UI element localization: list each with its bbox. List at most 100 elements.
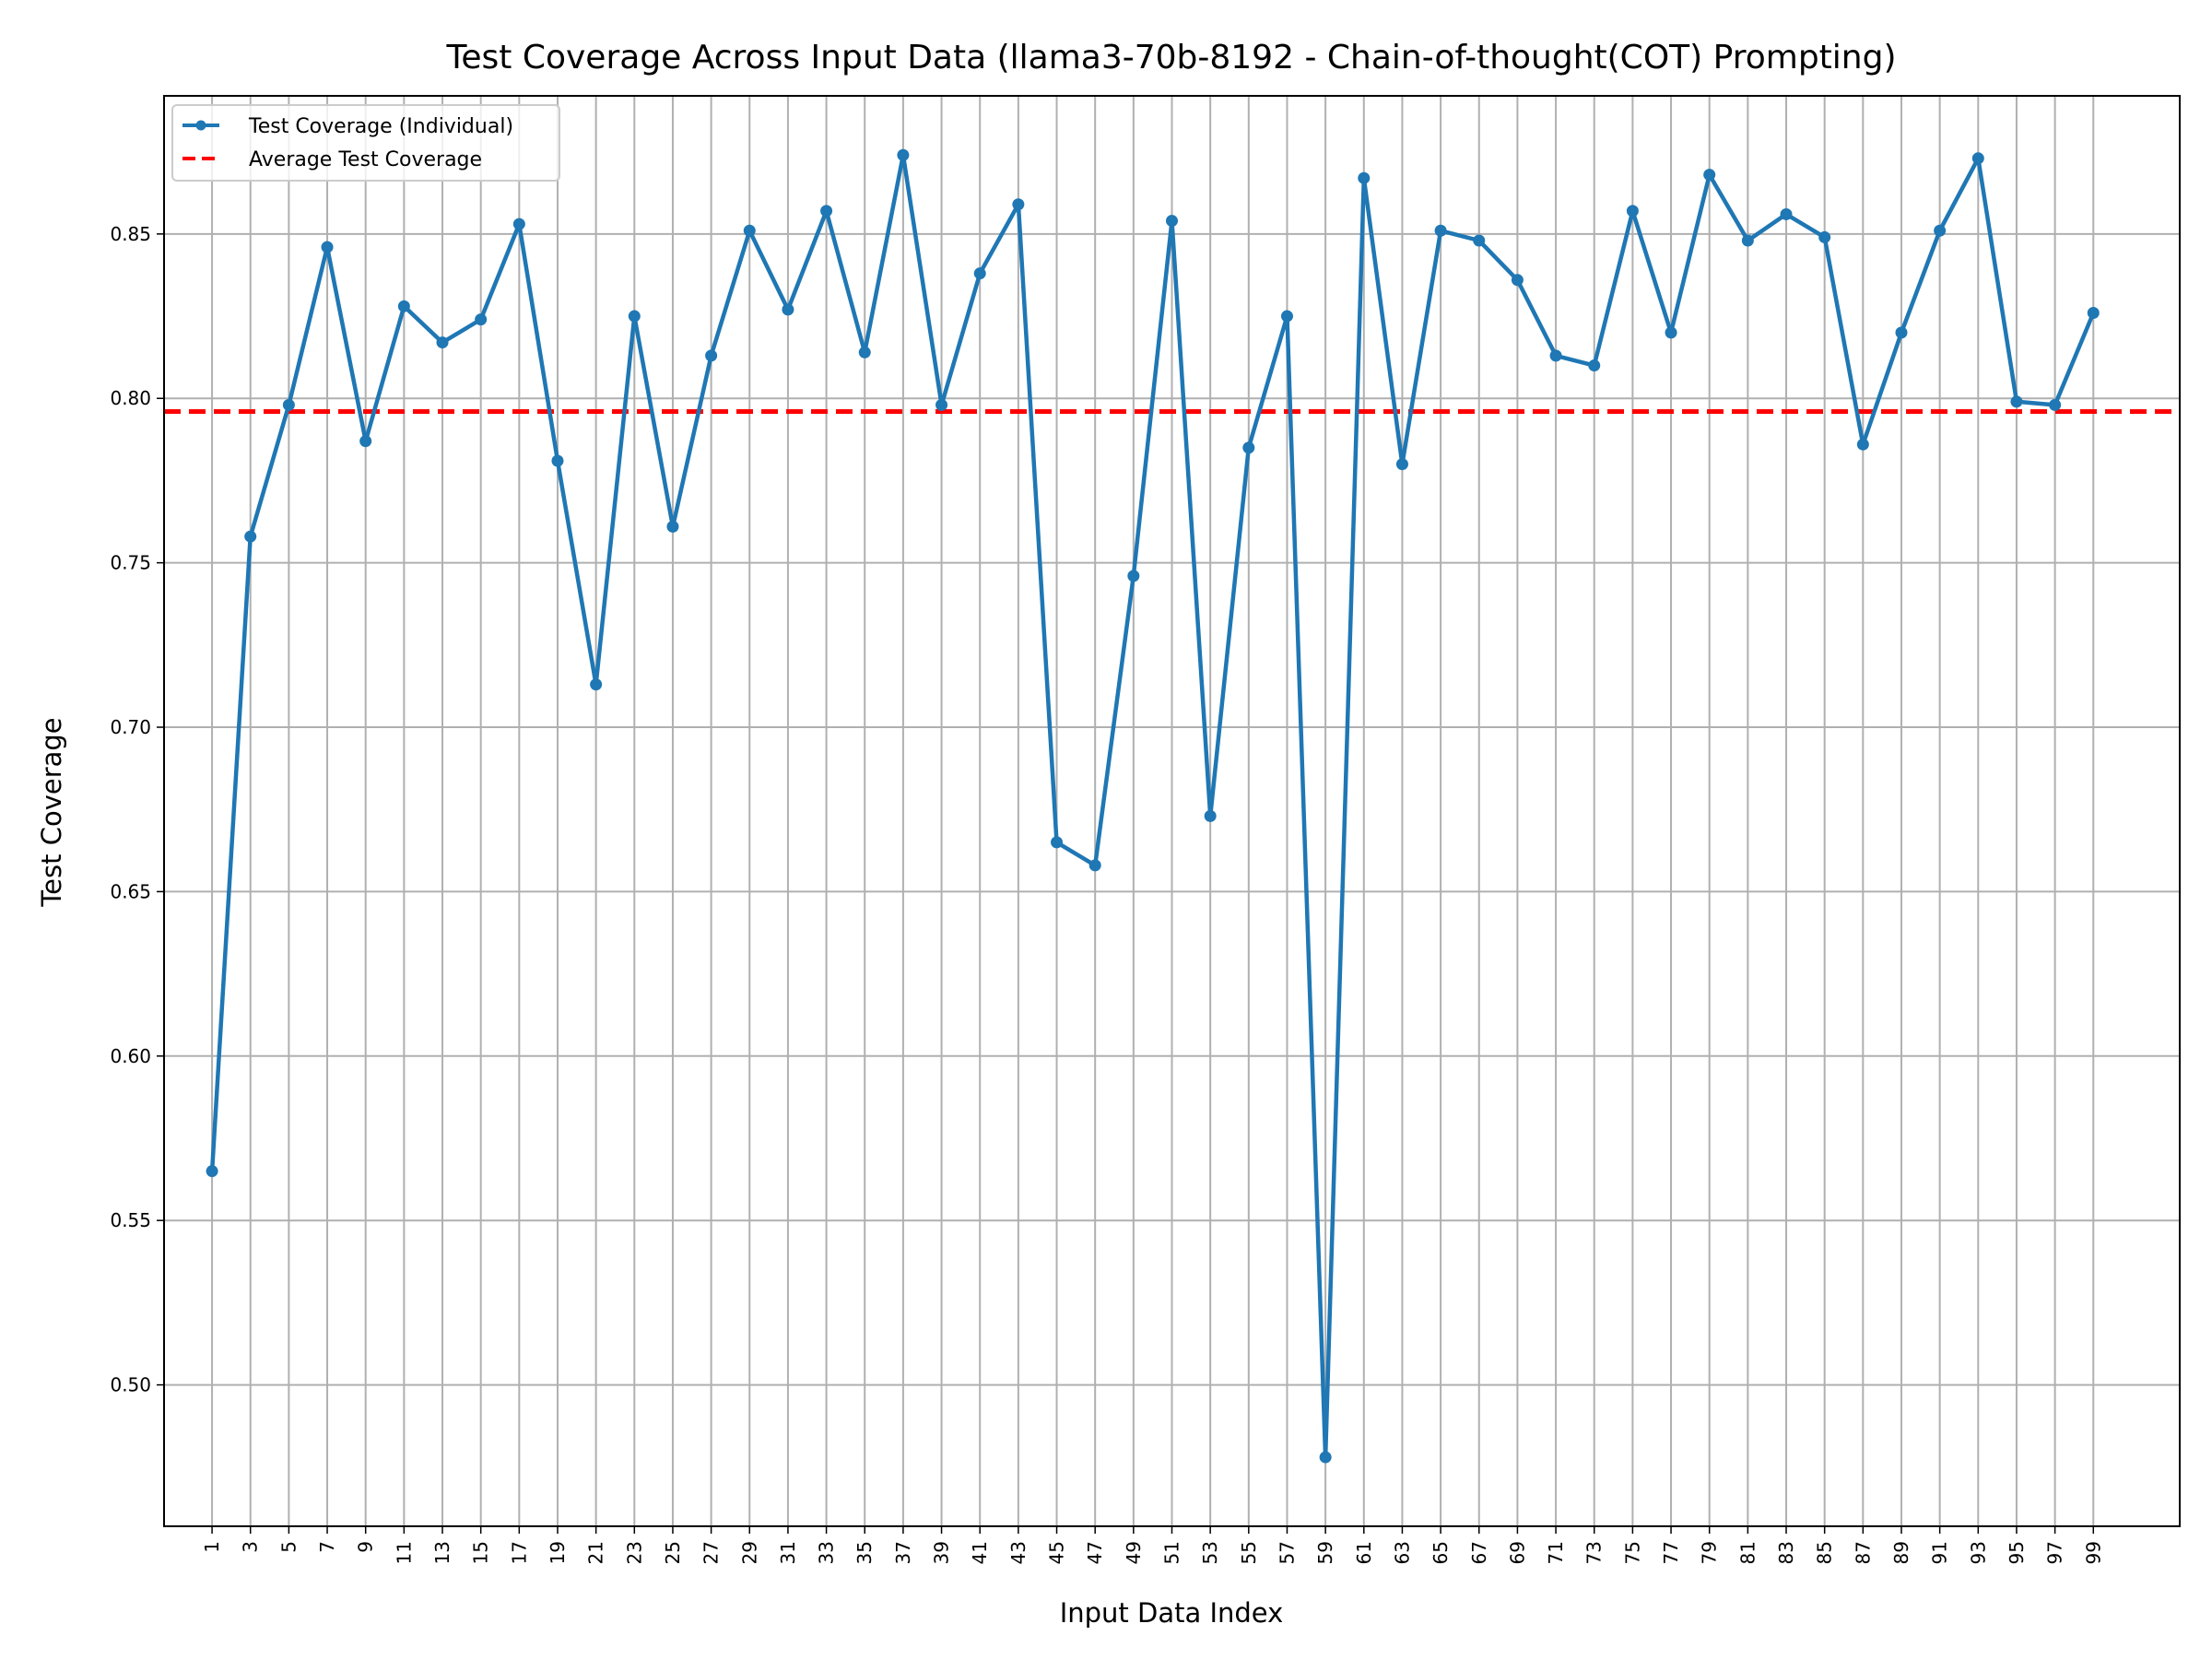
data-point: [397, 300, 410, 312]
series-layer: [206, 148, 2100, 1464]
data-point: [1127, 570, 1140, 582]
data-point: [475, 313, 488, 326]
x-tick-label: 31: [777, 1541, 799, 1564]
y-axis-label: Test Coverage: [36, 717, 67, 907]
data-point: [1088, 859, 1101, 872]
y-tick-label: 0.85: [110, 223, 151, 245]
data-point: [1665, 326, 1677, 339]
y-tick-label: 0.50: [110, 1374, 151, 1396]
data-point: [1895, 326, 1908, 339]
x-tick-label: 7: [316, 1541, 338, 1553]
data-point: [1818, 230, 1831, 243]
data-point: [782, 303, 794, 316]
x-tick-label: 95: [2006, 1541, 2028, 1564]
x-tick-label: 21: [585, 1541, 607, 1564]
x-tick-label: 59: [1314, 1541, 1336, 1564]
x-axis-label: Input Data Index: [1060, 1597, 1284, 1629]
y-tick-label: 0.70: [110, 716, 151, 738]
x-tick-label: 29: [738, 1541, 760, 1564]
data-point: [1280, 310, 1293, 323]
x-tick-label: 33: [816, 1541, 838, 1564]
x-tick-label: 9: [355, 1541, 377, 1553]
data-point: [1358, 171, 1371, 184]
data-point: [1473, 234, 1486, 247]
x-tick-label: 87: [1852, 1541, 1874, 1564]
data-point: [1395, 458, 1408, 471]
data-point: [1934, 224, 1947, 237]
data-point: [1626, 205, 1639, 218]
data-point: [2010, 395, 2023, 408]
data-point: [1511, 274, 1524, 287]
data-point: [820, 205, 833, 218]
x-tick-label: 3: [240, 1541, 262, 1553]
x-tick-label: 89: [1890, 1541, 1912, 1564]
x-tick-label: 55: [1238, 1541, 1260, 1564]
data-point: [321, 241, 334, 253]
x-tick-label: 83: [1775, 1541, 1797, 1564]
y-tick-label: 0.80: [110, 387, 151, 409]
x-tick-label: 45: [1046, 1541, 1068, 1564]
data-point: [359, 435, 372, 448]
data-point: [1166, 215, 1178, 228]
data-point: [1856, 438, 1869, 451]
data-point: [436, 336, 449, 349]
x-tick-label: 85: [1814, 1541, 1836, 1564]
x-tick-label: 1: [201, 1541, 223, 1553]
x-tick-label: 81: [1736, 1541, 1759, 1564]
x-tick-label: 11: [393, 1541, 415, 1564]
data-point: [1971, 152, 1984, 165]
series-line: [209, 152, 2096, 1460]
x-tick-label: 93: [1967, 1541, 1989, 1564]
y-tick-label: 0.75: [110, 552, 151, 574]
data-point: [590, 678, 603, 691]
x-tick-label: 5: [277, 1541, 300, 1553]
x-tick-label: 17: [508, 1541, 530, 1564]
x-tick-label: 13: [431, 1541, 453, 1564]
data-point: [244, 530, 257, 543]
data-point: [858, 346, 871, 359]
x-tick-label: 97: [2044, 1541, 2066, 1564]
legend: Test Coverage (Individual) Average Test …: [171, 104, 560, 182]
x-tick-label: 27: [700, 1541, 723, 1564]
grid: [164, 96, 2180, 1526]
legend-label-average: Average Test Coverage: [249, 148, 482, 171]
x-tick-label: 91: [1929, 1541, 1951, 1564]
data-point: [628, 310, 641, 323]
x-tick-label: 69: [1506, 1541, 1528, 1564]
y-axis-ticks: 0.50 0.55 0.60 0.65 0.70 0.75 0.80 0.85: [110, 223, 164, 1396]
x-tick-label: 43: [1007, 1541, 1030, 1564]
data-point: [1741, 234, 1754, 247]
y-tick-label: 0.60: [110, 1045, 151, 1067]
x-tick-label: 51: [1161, 1541, 1183, 1564]
x-axis-ticks: 1 3 5 7 9 11 13 15 17 19 21 23 25 27 29 31 33 35 37 39 41 43 4…: [201, 1526, 2104, 1564]
y-tick-label: 0.65: [110, 880, 151, 902]
data-point: [1434, 224, 1447, 237]
x-tick-label: 39: [931, 1541, 953, 1564]
x-tick-label: 19: [547, 1541, 569, 1564]
x-tick-label: 63: [1391, 1541, 1413, 1564]
data-point: [282, 398, 295, 411]
y-tick-label: 0.55: [110, 1209, 151, 1231]
data-point: [1319, 1451, 1332, 1464]
data-point: [1242, 441, 1255, 454]
data-point: [1703, 169, 1716, 182]
x-tick-label: 37: [892, 1541, 914, 1564]
data-point: [973, 267, 986, 280]
data-point: [1549, 349, 1562, 362]
x-tick-label: 15: [470, 1541, 492, 1564]
data-point: [512, 218, 525, 230]
legend-label-individual: Test Coverage (Individual): [248, 115, 513, 138]
x-tick-label: 57: [1276, 1541, 1298, 1564]
x-tick-label: 65: [1430, 1541, 1452, 1564]
data-point: [206, 1165, 218, 1178]
x-tick-label: 79: [1699, 1541, 1721, 1564]
x-tick-label: 75: [1621, 1541, 1643, 1564]
x-tick-label: 99: [2082, 1541, 2104, 1564]
chart-title: Test Coverage Across Input Data (llama3-…: [446, 39, 1897, 76]
data-point: [705, 349, 718, 362]
x-tick-label: 53: [1199, 1541, 1221, 1564]
data-point: [666, 520, 679, 533]
data-point: [935, 398, 948, 411]
